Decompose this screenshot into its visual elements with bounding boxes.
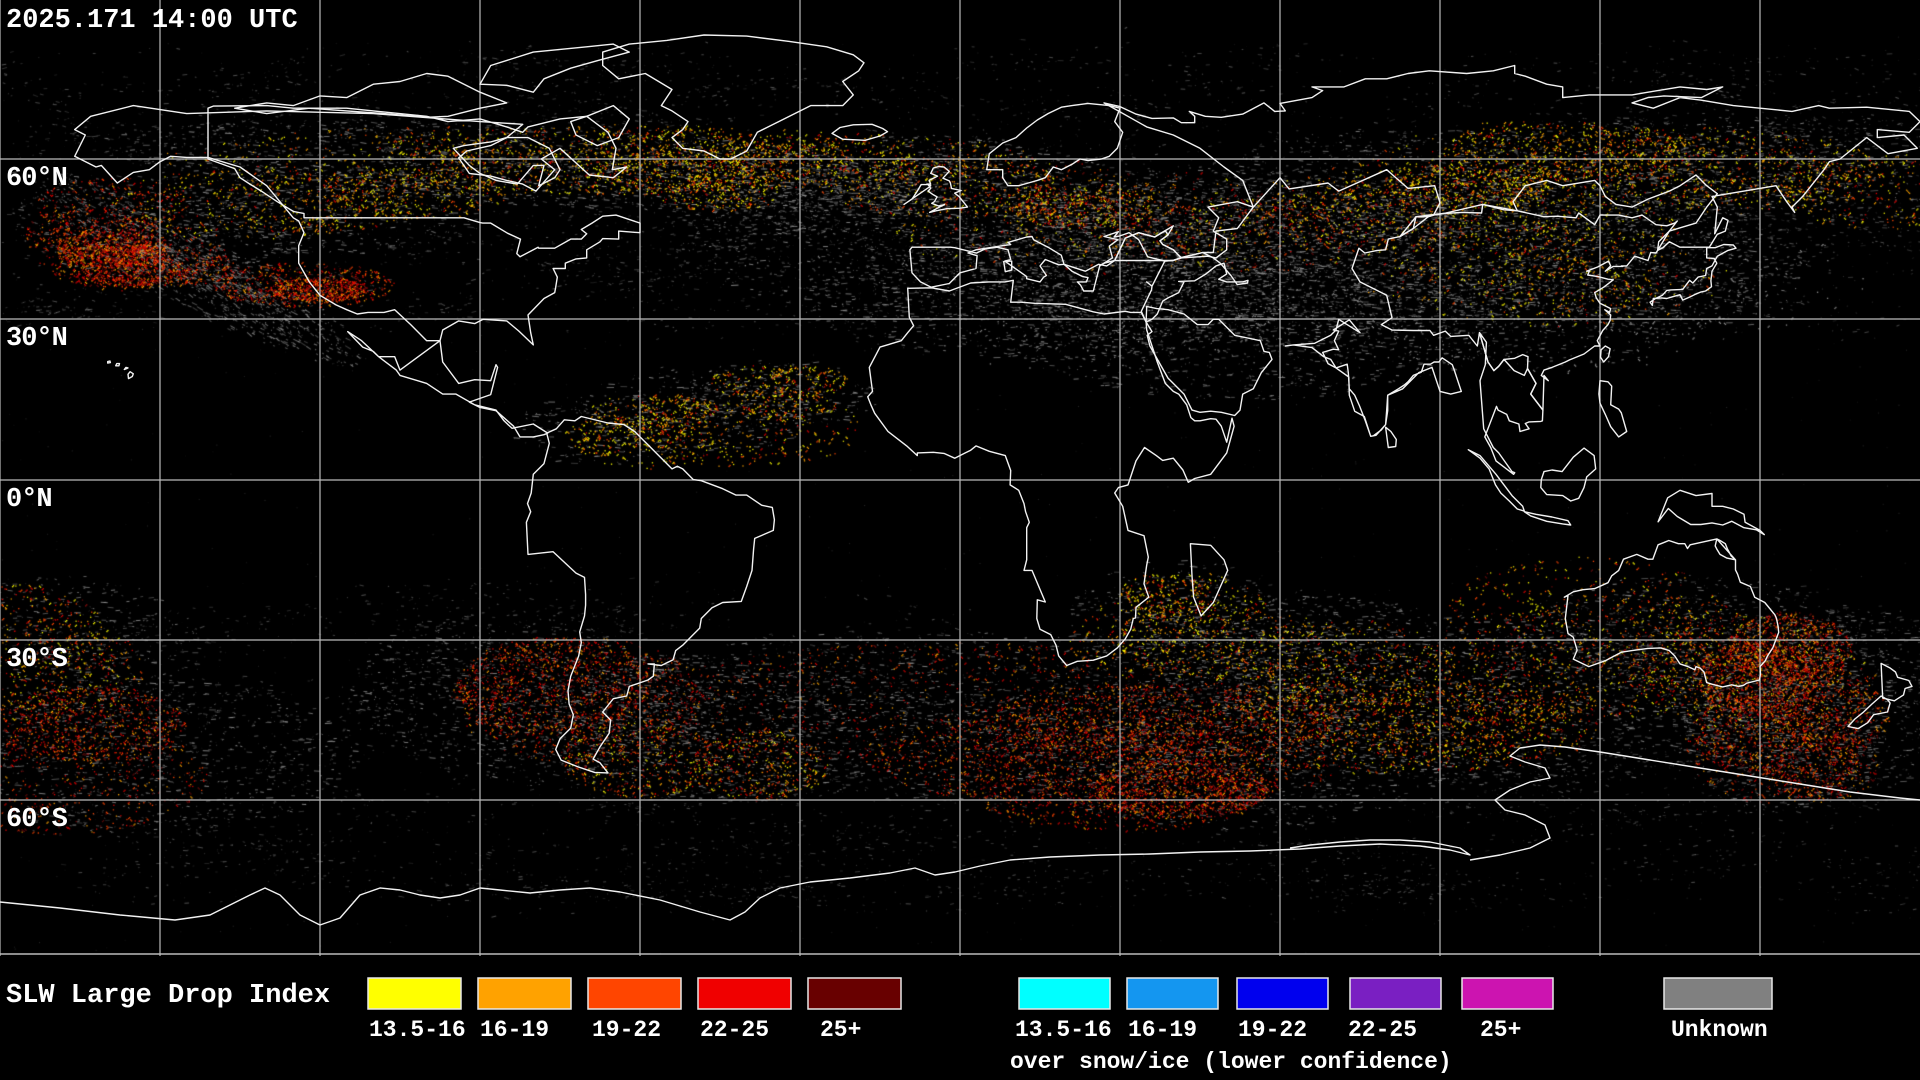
svg-text:16-19: 16-19 [1128, 1017, 1197, 1043]
svg-text:16-19: 16-19 [480, 1017, 549, 1043]
svg-text:Unknown: Unknown [1671, 1017, 1768, 1043]
svg-text:25+: 25+ [1480, 1017, 1521, 1043]
svg-text:22-25: 22-25 [1348, 1017, 1417, 1043]
svg-text:0°N: 0°N [6, 485, 52, 515]
svg-text:over snow/ice (lower confidenc: over snow/ice (lower confidence) [1010, 1049, 1452, 1075]
svg-text:25+: 25+ [820, 1017, 861, 1043]
svg-text:SLW Large Drop Index: SLW Large Drop Index [6, 981, 330, 1011]
svg-text:22-25: 22-25 [700, 1017, 769, 1043]
svg-text:13.5-16: 13.5-16 [1015, 1017, 1112, 1043]
svg-text:19-22: 19-22 [592, 1017, 661, 1043]
svg-text:60°N: 60°N [6, 164, 67, 194]
svg-text:30°S: 30°S [6, 645, 68, 675]
svg-text:60°S: 60°S [6, 805, 68, 835]
svg-text:13.5-16: 13.5-16 [369, 1017, 466, 1043]
svg-text:30°N: 30°N [6, 324, 67, 354]
svg-text:2025.171 14:00 UTC: 2025.171 14:00 UTC [6, 6, 298, 36]
svg-text:19-22: 19-22 [1238, 1017, 1307, 1043]
